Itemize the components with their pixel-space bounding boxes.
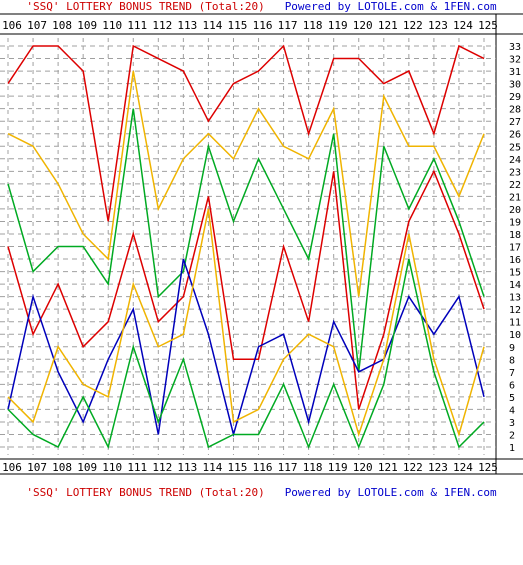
x-tick-label-top: 119 bbox=[328, 19, 348, 32]
x-tick-label-bottom: 109 bbox=[77, 461, 97, 474]
x-tick-label-top: 124 bbox=[453, 19, 473, 32]
series-line-1 bbox=[7, 44, 485, 222]
y-tick-label: 6 bbox=[509, 380, 515, 391]
powered-by-text: Powered by LOTOLE.com & 1FEN.com bbox=[284, 0, 497, 13]
x-tick-label-top: 110 bbox=[102, 19, 122, 32]
x-tick-label-bottom: 110 bbox=[102, 461, 122, 474]
series-line-5 bbox=[7, 258, 485, 438]
x-tick-label-top: 125 bbox=[478, 19, 498, 32]
y-tick-label: 24 bbox=[509, 155, 521, 166]
y-tick-label: 22 bbox=[509, 180, 521, 191]
y-tick-label: 17 bbox=[509, 243, 521, 254]
y-tick-label: 5 bbox=[509, 393, 515, 404]
x-tick-label-top: 112 bbox=[152, 19, 172, 32]
y-tick-label: 8 bbox=[509, 355, 515, 366]
x-tick-label-top: 122 bbox=[403, 19, 423, 32]
x-tick-label-bottom: 123 bbox=[428, 461, 448, 474]
x-tick-label-top: 108 bbox=[52, 19, 72, 32]
y-tick-label: 10 bbox=[509, 330, 521, 341]
y-tick-label: 16 bbox=[509, 255, 521, 266]
y-tick-label: 11 bbox=[509, 318, 521, 329]
y-tick-label: 13 bbox=[509, 293, 521, 304]
x-tick-label-top: 120 bbox=[353, 19, 373, 32]
series-line-2 bbox=[7, 70, 485, 297]
x-tick-label-top: 117 bbox=[278, 19, 298, 32]
y-tick-label: 26 bbox=[509, 130, 521, 141]
x-tick-label-bottom: 118 bbox=[303, 461, 323, 474]
x-tick-label-top: 109 bbox=[77, 19, 97, 32]
x-tick-label-bottom: 122 bbox=[403, 461, 423, 474]
x-tick-label-bottom: 121 bbox=[378, 461, 398, 474]
y-tick-label: 28 bbox=[509, 105, 521, 116]
x-tick-label-top: 113 bbox=[177, 19, 197, 32]
series-line-3 bbox=[7, 108, 485, 372]
x-tick-label-top: 114 bbox=[202, 19, 222, 32]
y-tick-label: 19 bbox=[509, 217, 521, 228]
x-tick-label-top: 121 bbox=[378, 19, 398, 32]
x-tick-label-bottom: 116 bbox=[253, 461, 273, 474]
x-tick-label-bottom: 106 bbox=[2, 461, 22, 474]
y-tick-label: 9 bbox=[509, 343, 515, 354]
title-text: 'SSQ' LOTTERY BONUS TREND (Total:20) bbox=[26, 0, 265, 13]
y-tick-label: 25 bbox=[509, 142, 521, 153]
x-tick-label-bottom: 108 bbox=[52, 461, 72, 474]
y-tick-label: 14 bbox=[509, 280, 521, 291]
x-tick-label-top: 123 bbox=[428, 19, 448, 32]
y-tick-label: 12 bbox=[509, 305, 521, 316]
series-line-7 bbox=[7, 258, 485, 450]
series-line-4 bbox=[7, 169, 485, 410]
x-tick-label-bottom: 113 bbox=[177, 461, 197, 474]
x-tick-label-top: 115 bbox=[228, 19, 248, 32]
y-tick-label: 27 bbox=[509, 117, 521, 128]
y-tick-label: 30 bbox=[509, 80, 521, 91]
y-tick-label: 29 bbox=[509, 92, 521, 103]
y-tick-label: 21 bbox=[509, 192, 521, 203]
y-tick-label: 18 bbox=[509, 230, 521, 241]
title-text: 'SSQ' LOTTERY BONUS TREND (Total:20) bbox=[26, 486, 265, 499]
x-tick-label-top: 106 bbox=[2, 19, 22, 32]
y-tick-label: 33 bbox=[509, 42, 521, 53]
y-tick-label: 32 bbox=[509, 55, 521, 66]
x-tick-label-bottom: 111 bbox=[127, 461, 147, 474]
x-tick-label-top: 111 bbox=[127, 19, 147, 32]
x-tick-label-bottom: 124 bbox=[453, 461, 473, 474]
powered-by-text: Powered by LOTOLE.com & 1FEN.com bbox=[284, 486, 497, 499]
series-line-6 bbox=[7, 208, 485, 438]
x-tick-label-top: 107 bbox=[27, 19, 47, 32]
y-tick-label: 1 bbox=[509, 443, 515, 454]
x-tick-label-bottom: 114 bbox=[202, 461, 222, 474]
y-tick-label: 3 bbox=[509, 418, 515, 429]
x-tick-label-bottom: 125 bbox=[478, 461, 498, 474]
chart-title-bottom: 'SSQ' LOTTERY BONUS TREND (Total:20) Pow… bbox=[0, 486, 523, 499]
chart-title-top: 'SSQ' LOTTERY BONUS TREND (Total:20) Pow… bbox=[0, 0, 523, 13]
x-tick-label-bottom: 112 bbox=[152, 461, 172, 474]
x-tick-label-bottom: 115 bbox=[228, 461, 248, 474]
y-tick-label: 20 bbox=[509, 205, 521, 216]
y-tick-label: 15 bbox=[509, 268, 521, 279]
y-tick-label: 31 bbox=[509, 67, 521, 78]
y-tick-label: 7 bbox=[509, 368, 515, 379]
y-tick-label: 23 bbox=[509, 167, 521, 178]
x-tick-label-bottom: 117 bbox=[278, 461, 298, 474]
x-tick-label-top: 116 bbox=[253, 19, 273, 32]
x-tick-label-bottom: 120 bbox=[353, 461, 373, 474]
x-tick-label-top: 118 bbox=[303, 19, 323, 32]
x-tick-label-bottom: 107 bbox=[27, 461, 47, 474]
x-tick-label-bottom: 119 bbox=[328, 461, 348, 474]
y-tick-label: 4 bbox=[509, 405, 515, 416]
y-tick-label: 2 bbox=[509, 430, 515, 441]
